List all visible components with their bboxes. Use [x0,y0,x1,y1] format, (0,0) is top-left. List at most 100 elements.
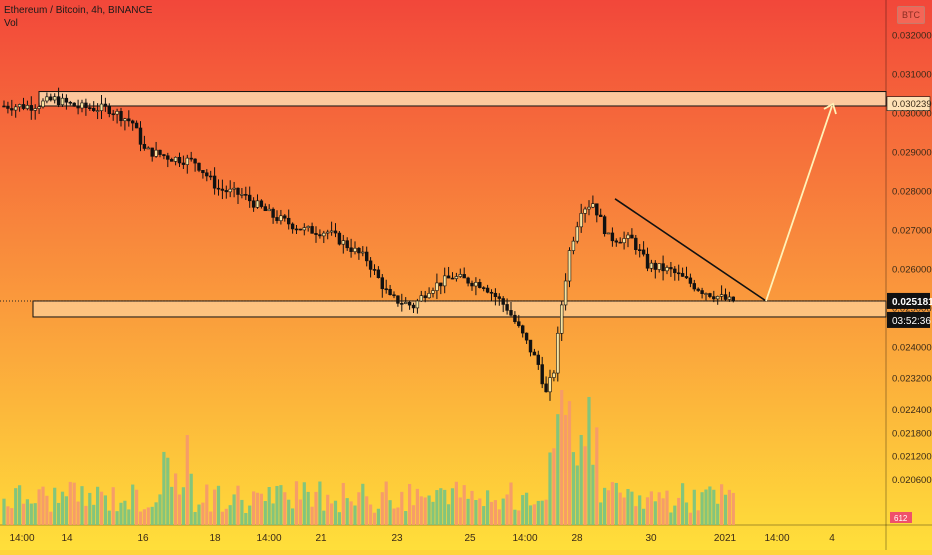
volume-bar [462,485,466,525]
candle [131,119,135,131]
candle-down-body [372,269,377,271]
candle-up-body [353,247,357,252]
candle-up-body [665,267,669,272]
candle [244,186,248,201]
candle-down-body [76,106,80,109]
volume-bar [220,511,224,525]
volume-bar [330,503,334,525]
candle-down-body [68,101,73,104]
candle-up-body [474,282,478,287]
candle [376,266,381,279]
candle [462,267,466,279]
candle-down-body [201,170,205,174]
candle [290,222,295,234]
candle-down-body [712,296,716,300]
candle-down-body [501,298,505,305]
volume-bar [579,434,583,525]
candle-down-body [259,200,264,207]
volume-bar [587,396,591,525]
symbol-title[interactable]: Ethereum / Bitcoin, 4h, BINANCE [4,5,153,16]
candle-down-body [653,262,658,270]
candle [610,227,615,247]
candle [10,99,14,116]
volume-bar [626,489,630,525]
candle [337,231,342,246]
volume-bar [10,508,14,525]
candle [598,208,603,217]
volume-bar [677,497,681,525]
price-tick-label: 0.020600 [892,475,932,486]
volume-bar [84,505,88,525]
candle-down-body [524,332,529,341]
candle-down-body [107,106,112,115]
candle-up-body [415,300,420,309]
candle-down-body [532,351,537,356]
volume-bar [255,492,260,525]
volume-bar [720,484,724,525]
candle-up-body [727,296,732,300]
candle-down-body [376,269,381,278]
price-tick-label: 0.022400 [892,405,932,416]
volume-bar [49,511,53,525]
candle [661,255,665,281]
volume-bar [688,512,692,525]
candle [403,297,408,305]
candle-down-body [384,288,388,291]
candle [2,100,6,108]
candle [41,98,45,109]
volume-bar [673,505,677,525]
volume-bar [25,499,29,525]
projection-arrowhead [823,102,837,115]
volume-bar [482,506,486,525]
volume-bar [146,507,150,525]
volume-bar [76,501,80,525]
candle [279,209,283,225]
candle-up-body [325,231,330,234]
volume-bar [326,494,330,525]
volume-bar [80,486,84,525]
candle-down-body [88,107,92,109]
candle [302,223,306,236]
candle [454,272,459,282]
volume-bar [291,508,295,525]
candle-down-body [630,234,634,239]
candle-down-body [158,149,162,155]
volume-bar [470,490,474,525]
volume-bar [478,498,482,525]
candle [349,238,353,258]
candle [329,221,334,236]
volume-value-tag [890,512,912,523]
candle [400,293,404,312]
price-tick-label: 0.031000 [892,70,932,81]
time-tick-label: 14:00 [256,533,281,544]
candle-series [2,87,736,401]
candle [704,292,708,301]
price-tick-label: 0.023200 [892,374,932,385]
candle-down-body [684,276,689,279]
candle [501,296,505,313]
candle-up-body [567,250,572,282]
candle-up-body [719,294,724,297]
volume-bar [154,502,158,525]
volume-bar [57,502,61,525]
volume-bar [458,497,462,525]
candle-up-body [548,377,552,393]
candle-down-body [134,122,139,129]
candle [719,285,724,301]
volume-bar [513,509,517,525]
candle-down-body [618,241,622,244]
candle-down-body [142,144,147,149]
candle-down-body [275,217,279,221]
candle [485,284,490,294]
candle-up-body [579,213,583,228]
candle [267,204,271,212]
price-tick-label: 0.027000 [892,226,932,237]
volume-bar [337,512,341,525]
price-tick-label: 0.030239 [892,99,932,110]
candle-down-body [236,187,240,195]
volume-indicator-label[interactable]: Vol [4,18,18,29]
candle-up-body [37,106,41,109]
candle-down-body [298,228,303,231]
currency-badge[interactable]: BTC [897,6,925,24]
